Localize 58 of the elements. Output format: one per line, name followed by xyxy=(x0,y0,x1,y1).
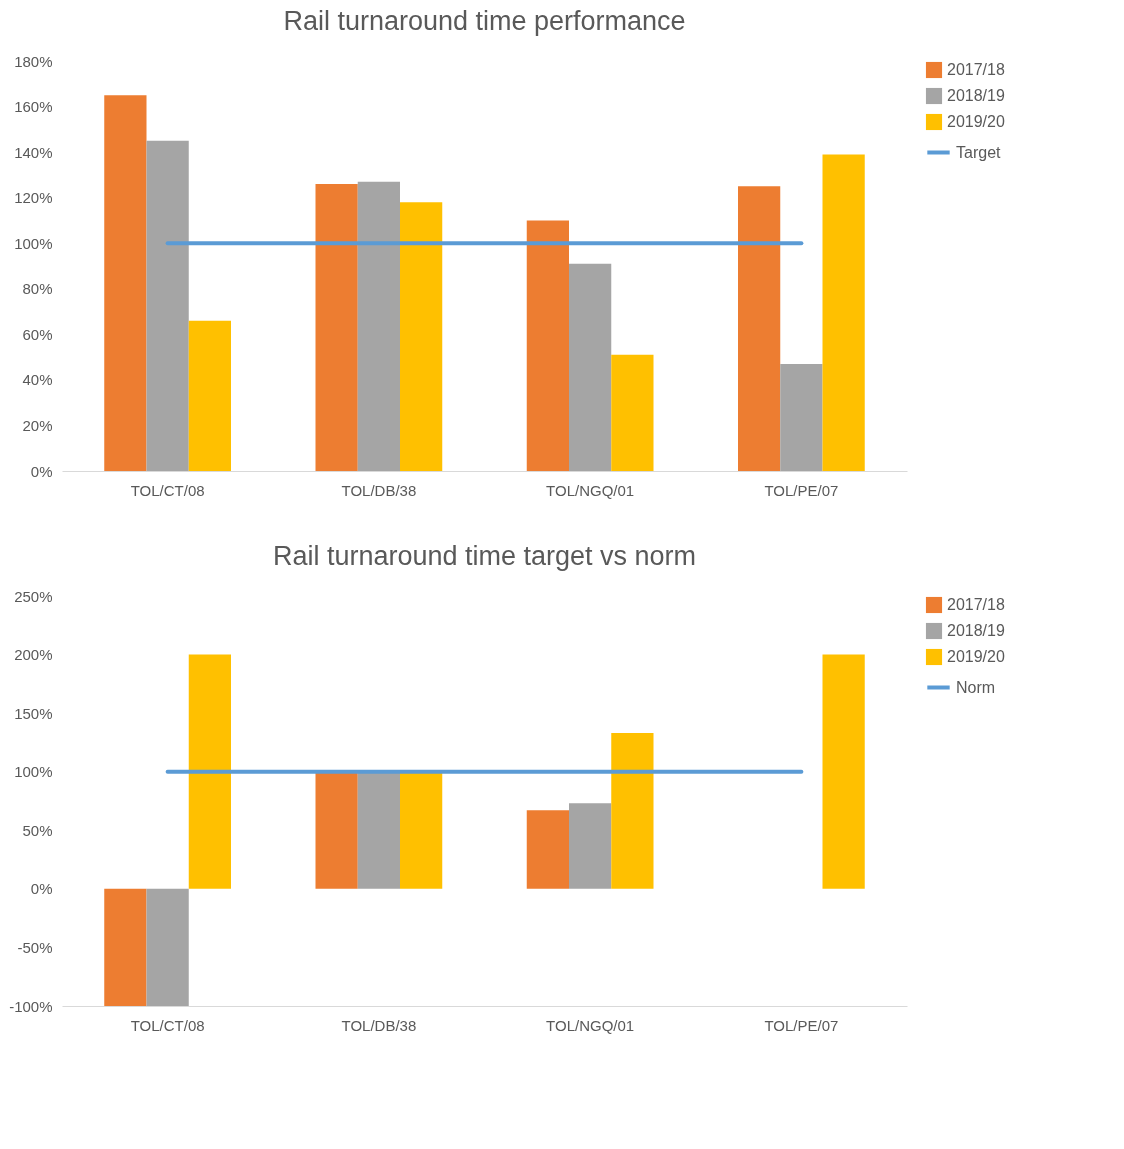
bar xyxy=(526,810,569,889)
y-tick-label: 50% xyxy=(22,821,53,839)
legend-label: Target xyxy=(956,143,1002,161)
x-tick-label: TOL/DB/38 xyxy=(341,481,417,499)
legend-label: 2018/19 xyxy=(947,622,1005,639)
bar xyxy=(188,320,231,471)
bar xyxy=(822,654,865,889)
bar xyxy=(400,771,443,889)
bar xyxy=(146,140,189,471)
y-tick-label: 0% xyxy=(30,880,53,898)
y-tick-label: 200% xyxy=(14,646,53,664)
y-tick-label: 100% xyxy=(14,234,53,252)
bar xyxy=(738,186,781,471)
x-tick-label: TOL/CT/08 xyxy=(130,481,205,499)
x-tick-label: TOL/PE/07 xyxy=(764,481,839,499)
y-tick-label: 140% xyxy=(14,143,53,161)
y-tick-label: 100% xyxy=(14,763,53,781)
y-tick-label: 40% xyxy=(22,371,53,389)
y-tick-label: 160% xyxy=(14,98,53,116)
bar xyxy=(146,888,189,1006)
y-tick-label: 250% xyxy=(14,587,53,605)
legend-label: 2019/20 xyxy=(947,113,1005,130)
bar xyxy=(822,154,865,471)
y-tick-label: 20% xyxy=(22,416,53,434)
bar xyxy=(569,263,612,471)
y-tick-label: 120% xyxy=(14,189,53,207)
bar xyxy=(315,771,358,889)
bar xyxy=(780,363,823,471)
y-tick-label: -50% xyxy=(17,938,53,956)
legend-label: 2017/18 xyxy=(947,61,1005,78)
bar xyxy=(188,654,231,889)
y-tick-label: 150% xyxy=(14,704,53,722)
bar xyxy=(400,202,443,471)
bar xyxy=(357,771,400,889)
chart-title: Rail turnaround time target vs norm xyxy=(272,541,697,571)
legend-label: 2019/20 xyxy=(947,648,1005,665)
y-tick-label: -100% xyxy=(9,997,53,1015)
bar xyxy=(569,803,612,889)
y-tick-label: 180% xyxy=(14,52,53,70)
chart-title: Rail turnaround time performance xyxy=(283,6,686,36)
bar xyxy=(357,181,400,471)
x-tick-label: TOL/NGQ/01 xyxy=(546,481,635,499)
legend-label: Norm xyxy=(956,678,996,696)
bar xyxy=(104,95,147,471)
y-tick-label: 80% xyxy=(22,280,53,298)
legend-label: 2017/18 xyxy=(947,596,1005,613)
bar xyxy=(104,888,147,1006)
bar xyxy=(526,220,569,471)
y-tick-label: 0% xyxy=(30,462,53,480)
legend-label: 2018/19 xyxy=(947,87,1005,104)
x-tick-label: TOL/DB/38 xyxy=(341,1016,417,1034)
x-tick-label: TOL/CT/08 xyxy=(130,1016,205,1034)
bar xyxy=(315,184,358,471)
y-tick-label: 60% xyxy=(22,325,53,343)
bar xyxy=(611,733,654,889)
bar xyxy=(611,354,654,471)
x-tick-label: TOL/PE/07 xyxy=(764,1016,839,1034)
x-tick-label: TOL/NGQ/01 xyxy=(546,1016,635,1034)
